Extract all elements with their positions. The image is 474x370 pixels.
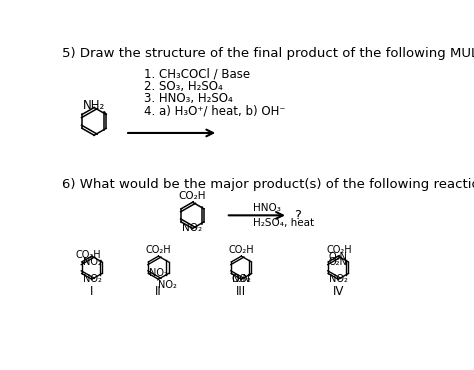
Text: NO₂: NO₂ <box>82 274 101 284</box>
Text: III: III <box>237 285 246 299</box>
Text: NO₂: NO₂ <box>82 257 101 267</box>
Text: NO₂: NO₂ <box>158 280 176 290</box>
Text: 2. SO₃, H₂SO₄: 2. SO₃, H₂SO₄ <box>145 80 223 93</box>
Text: I: I <box>90 285 93 299</box>
Text: O₂N: O₂N <box>328 252 347 262</box>
Text: CO₂H: CO₂H <box>75 250 101 260</box>
Text: NO₂: NO₂ <box>149 269 168 279</box>
Text: NO₂: NO₂ <box>182 223 202 233</box>
Text: NH₂: NH₂ <box>82 99 105 112</box>
Text: CO₂H: CO₂H <box>179 192 206 202</box>
Text: 5) Draw the structure of the final product of the following MULTI-STEP reaction.: 5) Draw the structure of the final produ… <box>62 47 474 60</box>
Text: CO₂H: CO₂H <box>146 245 171 255</box>
Text: ?: ? <box>294 209 301 222</box>
Text: 1. CH₃COCl / Base: 1. CH₃COCl / Base <box>145 67 251 81</box>
Text: H₂SO₄, heat: H₂SO₄, heat <box>253 218 314 228</box>
Text: 3. HNO₃, H₂SO₄: 3. HNO₃, H₂SO₄ <box>145 92 233 105</box>
Text: O₂N: O₂N <box>232 274 251 284</box>
Text: NO₂: NO₂ <box>232 274 251 284</box>
Text: O₂N: O₂N <box>328 257 347 267</box>
Text: 6) What would be the major product(s) of the following reaction?: 6) What would be the major product(s) of… <box>62 178 474 191</box>
Text: 4. a) H₃O⁺/ heat, b) OH⁻: 4. a) H₃O⁺/ heat, b) OH⁻ <box>145 104 286 117</box>
Text: II: II <box>155 285 162 299</box>
Text: IV: IV <box>333 285 344 299</box>
Text: HNO₃: HNO₃ <box>253 203 281 213</box>
Text: CO₂H: CO₂H <box>228 245 254 255</box>
Text: CO₂H: CO₂H <box>327 245 353 255</box>
Text: NO₂: NO₂ <box>329 274 348 284</box>
